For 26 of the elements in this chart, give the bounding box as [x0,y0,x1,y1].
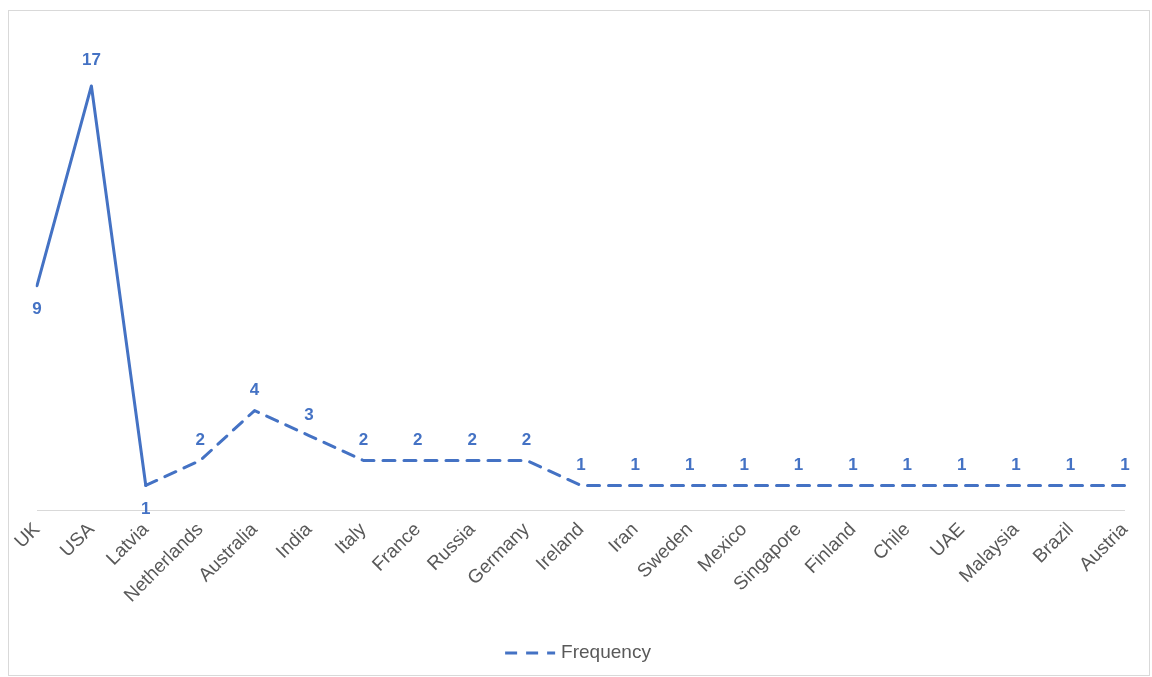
data-label: 2 [467,430,477,450]
data-label: 9 [32,299,42,319]
data-label: 1 [1011,455,1021,475]
data-label: 1 [1120,455,1130,475]
data-label: 2 [358,430,369,450]
data-label: 1 [739,455,749,475]
data-label: 17 [81,49,101,69]
data-label: 1 [576,455,586,475]
data-label: 1 [902,455,913,475]
data-label: 1 [630,455,641,475]
data-label: 4 [249,380,260,400]
x-tick-label: USA [55,517,99,561]
data-label: 1 [956,455,967,475]
data-label: 1 [1065,455,1076,475]
x-tick-label: UK [10,517,44,552]
x-tick-label: Iran [603,518,642,557]
legend-label: Frequency [561,641,652,663]
data-label: 3 [304,405,314,425]
x-tick-label: Italy [330,517,371,558]
data-label: 2 [195,430,205,450]
data-label: 1 [848,455,858,475]
data-label: 2 [521,430,532,450]
data-label: 2 [413,430,423,450]
data-label: 1 [793,455,804,475]
data-label: 1 [684,455,695,475]
data-label: 1 [141,499,151,519]
